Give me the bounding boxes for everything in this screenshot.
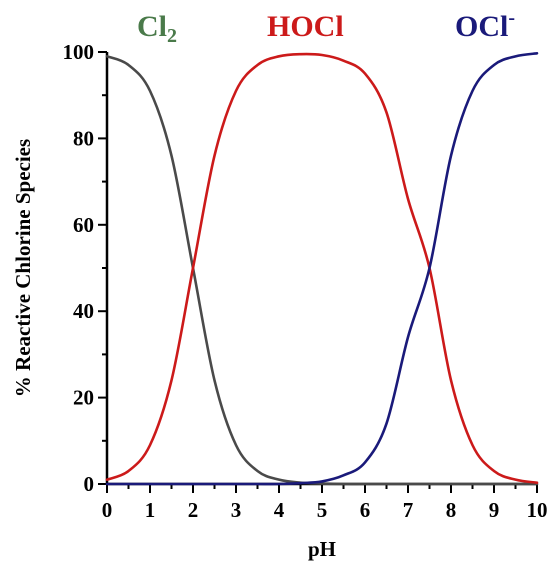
series-layer [105,52,539,486]
series-line-cl2 [105,55,539,486]
legend-cl2: Cl2 [137,10,177,47]
y-tick-label: 40 [73,299,94,323]
x-tick-label: 6 [360,498,371,522]
y-tick-label: 20 [73,386,94,410]
y-tick-label: 0 [84,472,95,496]
x-tick-label: 10 [527,498,548,522]
y-axis-title: % Reactive Chlorine Species [11,139,35,397]
x-tick-label: 8 [446,498,457,522]
x-tick-label: 2 [188,498,199,522]
x-tick-label: 3 [231,498,242,522]
x-tick-label: 4 [274,498,285,522]
x-tick-label: 7 [403,498,414,522]
series-line-ocl [105,52,539,486]
y-tick-label: 80 [73,126,94,150]
y-tick-label: 60 [73,213,94,237]
legend-hocl: HOCl [267,10,344,43]
legend: Cl2 HOCl OCl- [137,7,515,47]
x-tick-label: 1 [145,498,156,522]
x-tick-label: 0 [102,498,113,522]
x-tick-label: 9 [489,498,500,522]
x-tick-label: 5 [317,498,328,522]
y-tick-label: 100 [63,40,95,64]
x-axis-title: pH [308,537,336,561]
legend-ocl: OCl- [455,7,515,43]
series-line-hocl [105,52,539,484]
